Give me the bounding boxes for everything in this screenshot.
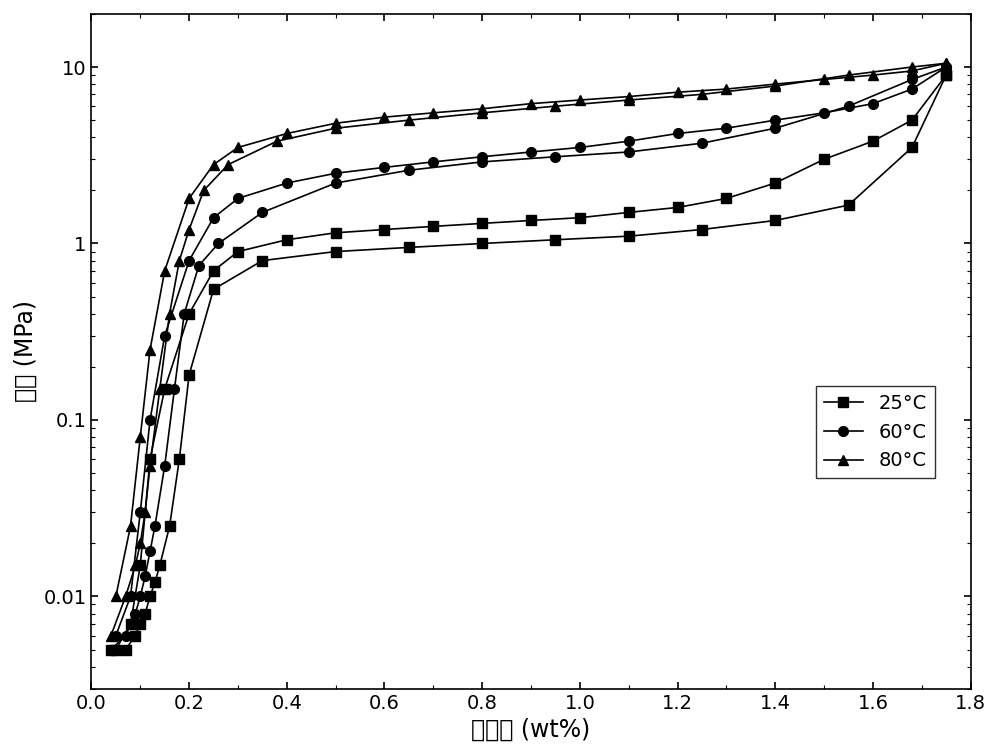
25°C xyxy=(149,578,161,587)
25°C xyxy=(134,619,146,628)
60°C xyxy=(149,522,161,531)
25°C xyxy=(105,645,117,654)
25°C xyxy=(256,256,268,265)
80°C xyxy=(183,225,195,234)
Legend: 25°C, 60°C, 80°C: 25°C, 60°C, 80°C xyxy=(816,386,935,479)
60°C xyxy=(193,261,205,270)
80°C xyxy=(144,461,156,470)
60°C xyxy=(549,152,561,161)
25°C xyxy=(120,645,132,654)
Line: 80°C: 80°C xyxy=(106,58,951,640)
25°C xyxy=(173,454,185,463)
Line: 60°C: 60°C xyxy=(106,62,951,655)
60°C xyxy=(623,147,635,156)
60°C xyxy=(843,101,855,110)
80°C xyxy=(105,631,117,640)
80°C xyxy=(403,116,415,125)
25°C xyxy=(623,231,635,240)
60°C xyxy=(178,309,190,318)
80°C xyxy=(134,539,146,548)
80°C xyxy=(696,90,708,99)
80°C xyxy=(843,70,855,79)
25°C xyxy=(144,592,156,601)
80°C xyxy=(198,186,210,195)
80°C xyxy=(164,309,176,318)
Y-axis label: 氢压 (MPa): 氢压 (MPa) xyxy=(14,300,38,402)
80°C xyxy=(906,63,918,72)
60°C xyxy=(940,63,952,72)
60°C xyxy=(159,461,171,470)
60°C xyxy=(256,208,268,217)
80°C xyxy=(549,101,561,110)
80°C xyxy=(623,95,635,104)
60°C xyxy=(476,157,488,166)
80°C xyxy=(120,592,132,601)
60°C xyxy=(168,384,180,393)
80°C xyxy=(769,82,781,91)
25°C xyxy=(183,370,195,380)
25°C xyxy=(940,70,952,79)
25°C xyxy=(769,216,781,225)
60°C xyxy=(212,239,224,248)
80°C xyxy=(154,384,166,393)
X-axis label: 氢含量 (wt%): 氢含量 (wt%) xyxy=(471,718,591,742)
25°C xyxy=(476,239,488,248)
25°C xyxy=(330,247,342,256)
25°C xyxy=(906,143,918,152)
25°C xyxy=(154,561,166,570)
25°C xyxy=(403,243,415,252)
25°C xyxy=(164,522,176,531)
60°C xyxy=(139,572,151,581)
25°C xyxy=(129,631,141,640)
25°C xyxy=(696,225,708,234)
80°C xyxy=(222,160,234,169)
60°C xyxy=(129,609,141,618)
60°C xyxy=(105,645,117,654)
60°C xyxy=(403,166,415,175)
25°C xyxy=(549,235,561,244)
25°C xyxy=(139,609,151,618)
60°C xyxy=(330,178,342,187)
80°C xyxy=(129,561,141,570)
80°C xyxy=(139,508,151,517)
60°C xyxy=(144,547,156,556)
80°C xyxy=(271,137,283,146)
60°C xyxy=(769,124,781,133)
80°C xyxy=(940,59,952,68)
60°C xyxy=(120,631,132,640)
25°C xyxy=(843,200,855,209)
25°C xyxy=(208,285,220,294)
80°C xyxy=(173,256,185,265)
80°C xyxy=(330,124,342,133)
80°C xyxy=(476,108,488,117)
60°C xyxy=(906,75,918,84)
60°C xyxy=(696,138,708,147)
Line: 25°C: 25°C xyxy=(106,70,951,655)
60°C xyxy=(134,592,146,601)
